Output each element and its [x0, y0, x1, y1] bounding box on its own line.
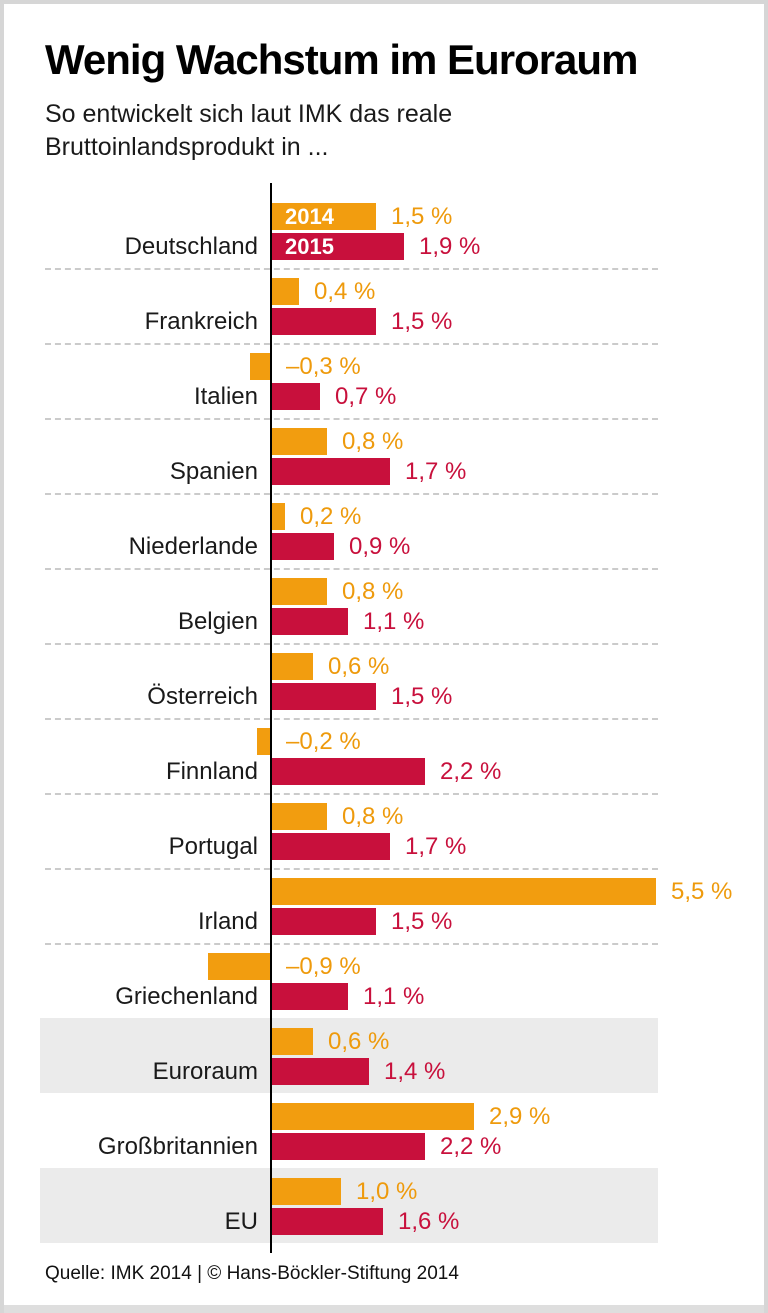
category-label-finnland: Finnland	[165, 758, 258, 785]
bar-2014-deutschland	[271, 203, 376, 230]
value-2015-belgien: 1,1 %	[363, 608, 425, 635]
category-label-griechenland: Griechenland	[115, 983, 258, 1010]
bar-2014-irland	[271, 878, 656, 905]
category-label-spanien: Spanien	[169, 458, 258, 485]
category-label-irland: Irland	[197, 908, 258, 935]
value-2015-deutschland: 1,9 %	[419, 233, 481, 260]
value-2015-niederlande: 0,9 %	[349, 533, 411, 560]
bar-2015-osterreich	[271, 683, 376, 710]
value-2014-osterreich: 0,6 %	[328, 653, 390, 680]
bar-2014-niederlande	[271, 503, 285, 530]
category-label-deutschland: Deutschland	[124, 233, 258, 260]
category-label-grossbritannien: Großbritannien	[97, 1133, 258, 1160]
value-2015-euroraum: 1,4 %	[384, 1058, 446, 1085]
row-separator	[45, 493, 658, 495]
row-separator	[45, 943, 658, 945]
value-2015-frankreich: 1,5 %	[391, 308, 453, 335]
bar-2014-osterreich	[271, 653, 313, 680]
value-2015-spanien: 1,7 %	[405, 458, 467, 485]
bottom-strip	[0, 1305, 768, 1313]
bar-chart: 1,5 % 2014 1,9 % 2015 Deutschland 0,4 % 1,5 % F…	[0, 183, 768, 1253]
value-2014-italien: –0,3 %	[286, 353, 361, 380]
legend-2015-label: 2015	[285, 234, 334, 259]
bar-2015-frankreich	[271, 308, 376, 335]
category-label-niederlande: Niederlande	[128, 533, 258, 560]
category-label-belgien: Belgien	[177, 608, 258, 635]
category-label-euroraum: Euroraum	[152, 1058, 258, 1085]
value-2014-euroraum: 0,6 %	[328, 1028, 390, 1055]
category-label-portugal: Portugal	[168, 833, 258, 860]
row-separator	[45, 343, 658, 345]
bar-2015-finnland	[271, 758, 425, 785]
row-separator	[45, 793, 658, 795]
value-2015-osterreich: 1,5 %	[391, 683, 453, 710]
bar-2015-italien	[271, 383, 320, 410]
value-2015-griechenland: 1,1 %	[363, 983, 425, 1010]
bar-2015-griechenland	[271, 983, 348, 1010]
value-2015-eu: 1,6 %	[398, 1208, 460, 1235]
value-2015-portugal: 1,7 %	[405, 833, 467, 860]
row-separator	[45, 868, 658, 870]
value-2014-grossbritannien: 2,9 %	[489, 1103, 551, 1130]
row-separator	[45, 568, 658, 570]
row-separator	[45, 718, 658, 720]
bar-2014-eu	[271, 1178, 341, 1205]
bar-2014-finnland	[257, 728, 271, 755]
source-note: Quelle: IMK 2014 | © Hans-Böckler-Stiftu…	[45, 1263, 459, 1284]
axis-line	[270, 183, 272, 1253]
value-2014-niederlande: 0,2 %	[300, 503, 362, 530]
value-2015-finnland: 2,2 %	[440, 758, 502, 785]
value-2014-eu: 1,0 %	[356, 1178, 418, 1205]
value-2015-italien: 0,7 %	[335, 383, 397, 410]
row-separator	[45, 418, 658, 420]
value-2014-frankreich: 0,4 %	[314, 278, 376, 305]
bar-2015-deutschland	[271, 233, 404, 260]
bar-2015-portugal	[271, 833, 390, 860]
value-2014-portugal: 0,8 %	[342, 803, 404, 830]
value-2015-grossbritannien: 2,2 %	[440, 1133, 502, 1160]
bar-2014-italien	[250, 353, 271, 380]
value-2015-irland: 1,5 %	[391, 908, 453, 935]
bar-2015-euroraum	[271, 1058, 369, 1085]
subtitle-line-2: Bruttoinlandsprodukt in ...	[45, 133, 329, 161]
bar-2015-belgien	[271, 608, 348, 635]
bar-2015-spanien	[271, 458, 390, 485]
bar-2014-griechenland	[208, 953, 271, 980]
bar-2015-eu	[271, 1208, 383, 1235]
bar-2014-spanien	[271, 428, 327, 455]
value-2014-finnland: –0,2 %	[286, 728, 361, 755]
page-title: Wenig Wachstum im Euroraum	[45, 36, 638, 83]
page-subtitle: So entwickelt sich laut IMK das reale Br…	[45, 98, 452, 164]
category-label-frankreich: Frankreich	[144, 308, 258, 335]
value-2014-deutschland: 1,5 %	[391, 203, 453, 230]
value-2014-griechenland: –0,9 %	[286, 953, 361, 980]
bar-2014-portugal	[271, 803, 327, 830]
bar-2014-belgien	[271, 578, 327, 605]
category-label-osterreich: Österreich	[147, 683, 258, 710]
value-2014-belgien: 0,8 %	[342, 578, 404, 605]
category-label-eu: EU	[224, 1208, 258, 1235]
category-label-italien: Italien	[193, 383, 258, 410]
bar-2014-grossbritannien	[271, 1103, 474, 1130]
value-2014-irland: 5,5 %	[671, 878, 733, 905]
bar-2014-frankreich	[271, 278, 299, 305]
row-separator	[45, 268, 658, 270]
legend-2014-label: 2014	[285, 204, 334, 229]
row-separator	[45, 643, 658, 645]
bar-2014-euroraum	[271, 1028, 313, 1055]
bar-2015-niederlande	[271, 533, 334, 560]
subtitle-line-1: So entwickelt sich laut IMK das reale	[45, 100, 453, 128]
bar-2015-irland	[271, 908, 376, 935]
value-2014-spanien: 0,8 %	[342, 428, 404, 455]
bar-2015-grossbritannien	[271, 1133, 425, 1160]
